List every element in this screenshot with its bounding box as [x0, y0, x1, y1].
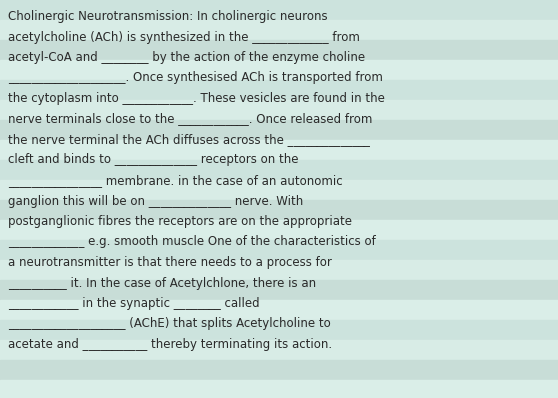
Text: a neurotransmitter is that there needs to a process for: a neurotransmitter is that there needs t…: [8, 256, 332, 269]
Text: __________ it. In the case of Acetylchlone, there is an: __________ it. In the case of Acetylchlo…: [8, 277, 316, 289]
Bar: [0, 200, 558, 220]
Bar: [0, 120, 558, 140]
Text: acetylcholine (ACh) is synthesized in the _____________ from: acetylcholine (ACh) is synthesized in th…: [8, 31, 360, 43]
Bar: [0, 220, 558, 240]
Bar: [0, 360, 558, 380]
Text: the cytoplasm into ____________. These vesicles are found in the: the cytoplasm into ____________. These v…: [8, 92, 385, 105]
Bar: [0, 140, 558, 160]
Bar: [0, 260, 558, 280]
Text: Cholinergic Neurotransmission: In cholinergic neurons: Cholinergic Neurotransmission: In cholin…: [8, 10, 328, 23]
Text: the nerve terminal the ACh diffuses across the ______________: the nerve terminal the ACh diffuses acro…: [8, 133, 370, 146]
Text: nerve terminals close to the ____________. Once released from: nerve terminals close to the ___________…: [8, 113, 372, 125]
Bar: [0, 320, 558, 340]
Text: ganglion this will be on ______________ nerve. With: ganglion this will be on ______________ …: [8, 195, 303, 207]
Text: postganglionic fibres the receptors are on the appropriate: postganglionic fibres the receptors are …: [8, 215, 352, 228]
Bar: [0, 280, 558, 300]
Text: ____________________ (AChE) that splits Acetylcholine to: ____________________ (AChE) that splits …: [8, 318, 331, 330]
Text: acetyl-CoA and ________ by the action of the enzyme choline: acetyl-CoA and ________ by the action of…: [8, 51, 365, 64]
Bar: [0, 100, 558, 120]
Text: ________________ membrane. in the case of an autonomic: ________________ membrane. in the case o…: [8, 174, 343, 187]
Bar: [0, 180, 558, 200]
Bar: [0, 240, 558, 260]
Bar: [0, 300, 558, 320]
Text: ____________________. Once synthesised ACh is transported from: ____________________. Once synthesised A…: [8, 72, 383, 84]
Bar: [0, 40, 558, 60]
Bar: [0, 0, 558, 20]
Bar: [0, 80, 558, 100]
Text: acetate and ___________ thereby terminating its action.: acetate and ___________ thereby terminat…: [8, 338, 332, 351]
Text: cleft and binds to ______________ receptors on the: cleft and binds to ______________ recept…: [8, 154, 299, 166]
Bar: [0, 20, 558, 40]
Text: _____________ e.g. smooth muscle One of the characteristics of: _____________ e.g. smooth muscle One of …: [8, 236, 376, 248]
Bar: [0, 380, 558, 398]
Bar: [0, 160, 558, 180]
Text: ____________ in the synaptic ________ called: ____________ in the synaptic ________ ca…: [8, 297, 259, 310]
Bar: [0, 60, 558, 80]
Bar: [0, 340, 558, 360]
